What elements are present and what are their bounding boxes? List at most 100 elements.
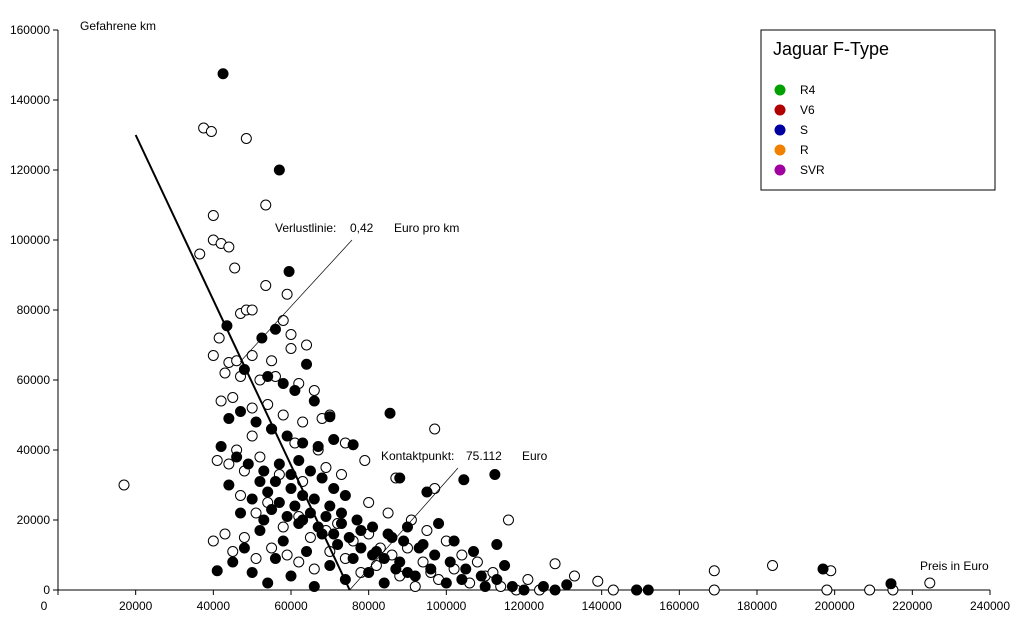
- data-point-open: [266, 355, 278, 367]
- data-point-open: [277, 409, 289, 421]
- data-point-filled: [328, 528, 340, 540]
- data-point-filled: [332, 539, 344, 550]
- y-tick-label: 100000: [10, 233, 50, 247]
- data-point-filled: [390, 563, 402, 575]
- data-point-filled: [289, 500, 301, 512]
- data-point-filled: [475, 570, 487, 582]
- contact-point-label-value: 75.112: [466, 449, 502, 463]
- data-point-filled: [355, 525, 367, 536]
- data-point-open: [549, 558, 561, 570]
- data-point-open: [285, 329, 297, 340]
- x-tick-label: 200000: [815, 599, 855, 613]
- data-point-filled: [347, 553, 359, 564]
- data-point-open: [223, 458, 235, 470]
- x-tick-label: 100000: [426, 599, 466, 613]
- y-tick-label: 140000: [10, 93, 50, 107]
- loss-line: [134, 134, 351, 591]
- data-point-open: [240, 133, 252, 144]
- data-point-filled: [227, 556, 239, 568]
- data-point-filled: [269, 323, 281, 335]
- y-tick-label: 60000: [17, 373, 51, 387]
- data-point-open: [456, 549, 468, 561]
- data-point-filled: [460, 563, 472, 575]
- x-tick-label: 60000: [274, 599, 308, 613]
- data-point-open: [335, 469, 347, 480]
- data-point-open: [227, 546, 239, 557]
- data-point-filled: [308, 581, 320, 592]
- data-point-filled: [289, 385, 301, 396]
- y-tick-label: 160000: [10, 23, 50, 37]
- data-point-filled: [254, 476, 266, 487]
- data-point-filled: [440, 577, 452, 589]
- data-point-filled: [269, 476, 281, 487]
- data-point-filled: [308, 395, 320, 407]
- data-point-filled: [456, 574, 468, 585]
- data-point-filled: [328, 434, 340, 445]
- data-point-filled: [417, 539, 429, 550]
- data-point-open: [219, 528, 231, 540]
- data-point-filled: [281, 430, 293, 442]
- data-point-open: [223, 241, 235, 253]
- y-tick-label: 0: [43, 583, 50, 597]
- data-point-filled: [262, 486, 274, 498]
- data-point-filled: [448, 535, 460, 547]
- data-point-filled: [468, 546, 480, 557]
- data-point-open: [568, 570, 580, 582]
- data-point-filled: [499, 560, 511, 571]
- data-point-filled: [355, 542, 367, 554]
- data-point-filled: [246, 493, 258, 505]
- data-point-filled: [421, 486, 433, 498]
- data-point-filled: [384, 407, 396, 419]
- data-point-filled: [320, 511, 332, 522]
- legend-label: R: [800, 143, 809, 157]
- data-point-filled: [363, 567, 375, 578]
- legend-marker: [774, 124, 786, 136]
- data-point-open: [281, 549, 293, 561]
- data-point-filled: [885, 578, 897, 590]
- data-point-filled: [235, 406, 247, 417]
- data-point-filled: [335, 507, 347, 519]
- data-point-filled: [223, 479, 235, 491]
- y-tick-label: 120000: [10, 163, 50, 177]
- y-tick-label: 40000: [17, 443, 51, 457]
- data-point-filled: [217, 68, 229, 80]
- data-point-filled: [549, 584, 561, 596]
- legend-label: V6: [800, 103, 815, 117]
- data-point-filled: [402, 521, 413, 533]
- loss-line-label-prefix: Verlustlinie:: [275, 221, 336, 235]
- data-point-open: [266, 542, 278, 554]
- data-point-open: [260, 199, 272, 211]
- data-point-open: [229, 262, 241, 274]
- data-point-filled: [817, 563, 829, 575]
- data-point-filled: [402, 567, 413, 578]
- data-point-filled: [273, 497, 285, 508]
- data-point-filled: [378, 577, 390, 589]
- loss-line-label-value: 0,42: [350, 221, 374, 235]
- data-point-filled: [394, 472, 406, 484]
- data-point-open: [227, 392, 239, 403]
- chart-axes: 0 20000 40000 60000 80000 100000 120000 140000 1…: [10, 23, 1010, 613]
- y-tick-label: 80000: [17, 303, 51, 317]
- legend-label: SVR: [800, 163, 825, 177]
- data-point-open: [285, 343, 297, 354]
- data-point-open: [207, 350, 219, 361]
- data-point-filled: [281, 511, 293, 522]
- data-point-filled: [262, 371, 274, 382]
- chart-points: [118, 68, 936, 596]
- data-point-open: [246, 402, 258, 414]
- x-tick-label: 240000: [970, 599, 1010, 613]
- data-point-filled: [642, 584, 654, 596]
- data-point-open: [382, 507, 394, 519]
- data-point-open: [277, 521, 289, 533]
- data-point-filled: [324, 560, 336, 571]
- data-point-filled: [297, 514, 309, 526]
- data-point-filled: [242, 458, 254, 470]
- data-point-open: [308, 563, 320, 575]
- legend-marker: [774, 164, 786, 176]
- data-point-filled: [273, 458, 285, 470]
- legend: Jaguar F-Type R4 V6 SR SVR: [760, 29, 996, 191]
- data-point-open: [207, 210, 219, 221]
- data-point-filled: [491, 574, 503, 585]
- data-point-open: [708, 584, 720, 596]
- data-point-filled: [273, 164, 285, 176]
